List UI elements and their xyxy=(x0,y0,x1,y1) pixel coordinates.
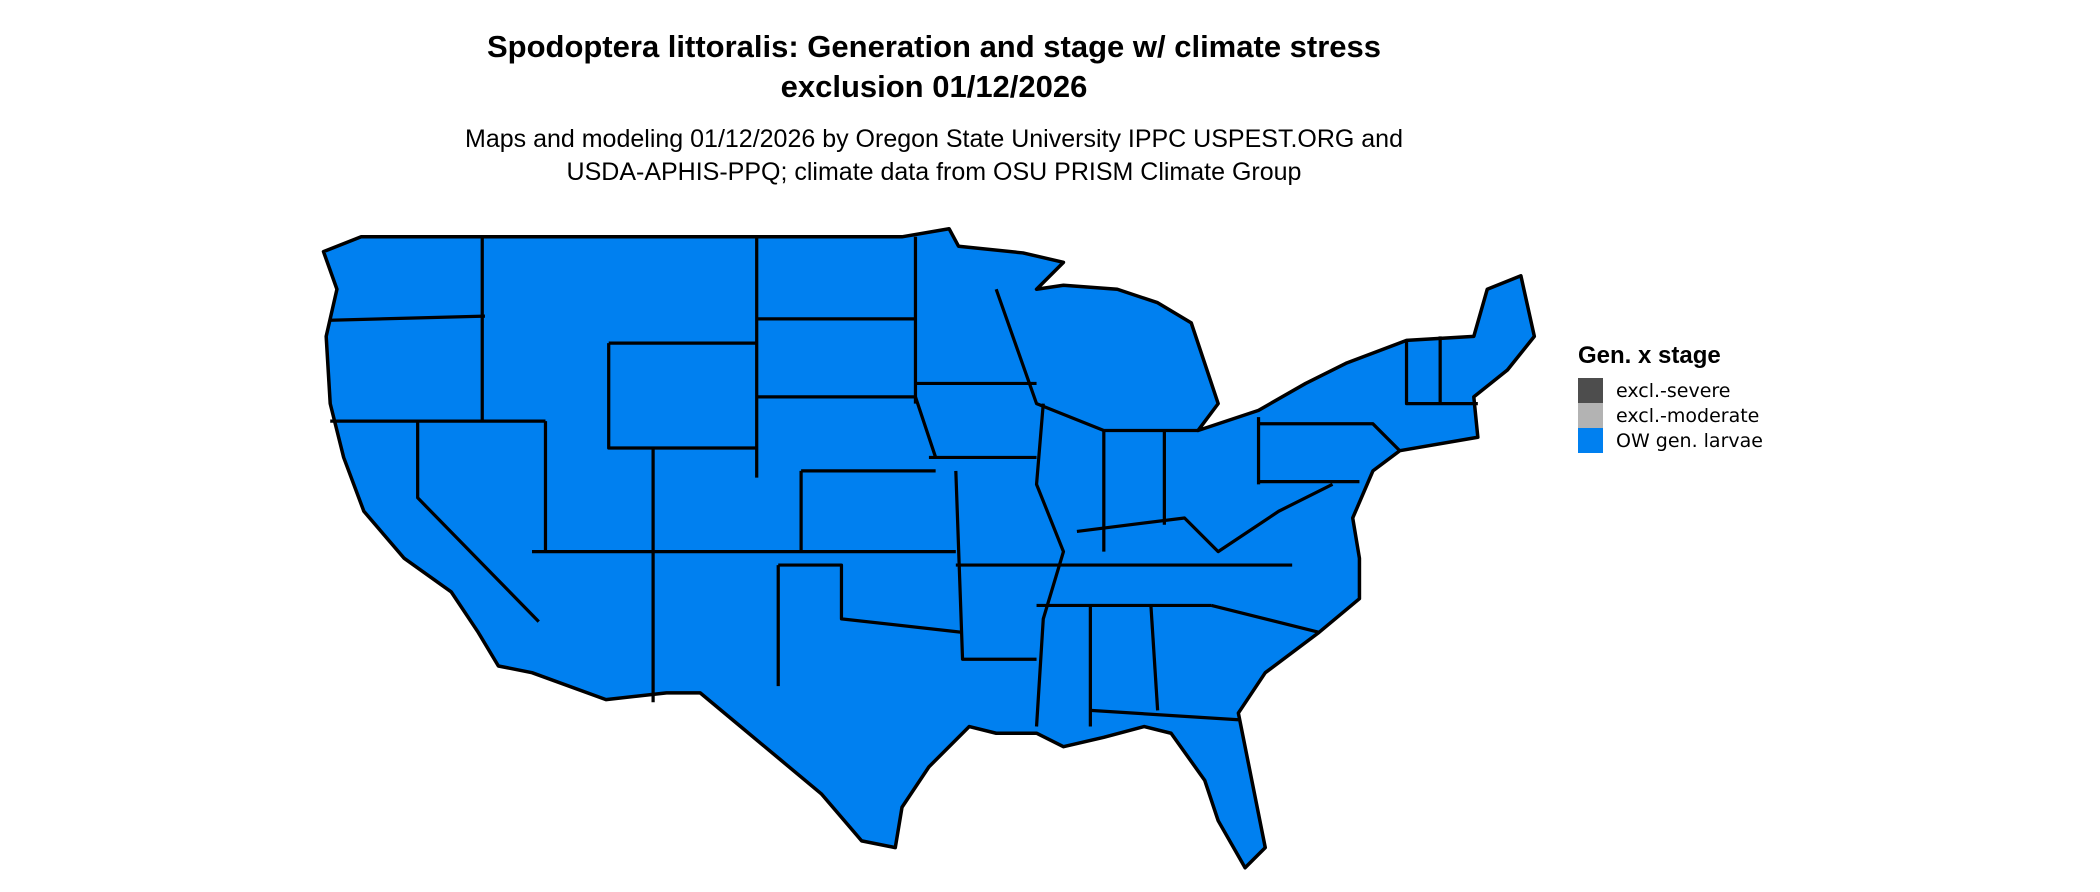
legend-title: Gen. x stage xyxy=(1578,342,1721,369)
map-subtitle-line-1: Maps and modeling 01/12/2026 by Oregon S… xyxy=(465,125,1403,153)
map-title-line-2: exclusion 01/12/2026 xyxy=(780,69,1088,104)
legend-swatch xyxy=(1578,403,1603,428)
contiguous-us-outline xyxy=(321,226,1537,870)
legend-label: OW gen. larvae xyxy=(1616,429,1763,452)
legend-swatch xyxy=(1578,428,1603,453)
legend-label: excl.-moderate xyxy=(1616,404,1760,427)
legend-item-excl-moderate: excl.-moderate xyxy=(1578,403,1763,428)
legend-swatch xyxy=(1578,378,1603,403)
legend-item-excl-severe: excl.-severe xyxy=(1578,378,1763,403)
map-title-line-1: Spodoptera littoralis: Generation and st… xyxy=(486,29,1382,64)
state-borders xyxy=(330,236,1478,727)
legend-item-ow-gen-larvae: OW gen. larvae xyxy=(1578,428,1763,453)
legend: Gen. x stage excl.-severe excl.-moderate… xyxy=(1578,342,1763,453)
map-subtitle-line-2: USDA-APHIS-PPQ; climate data from OSU PR… xyxy=(566,158,1302,186)
legend-label: excl.-severe xyxy=(1616,379,1731,402)
